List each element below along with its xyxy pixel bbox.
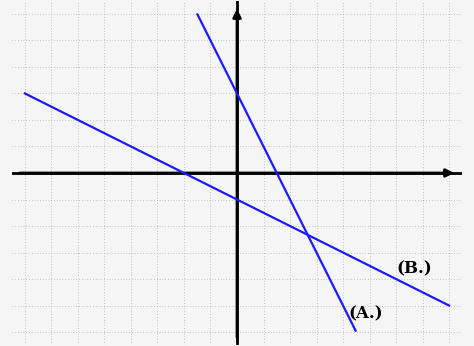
Text: (B.): (B.) xyxy=(396,261,432,278)
Text: (A.): (A.) xyxy=(348,306,383,323)
